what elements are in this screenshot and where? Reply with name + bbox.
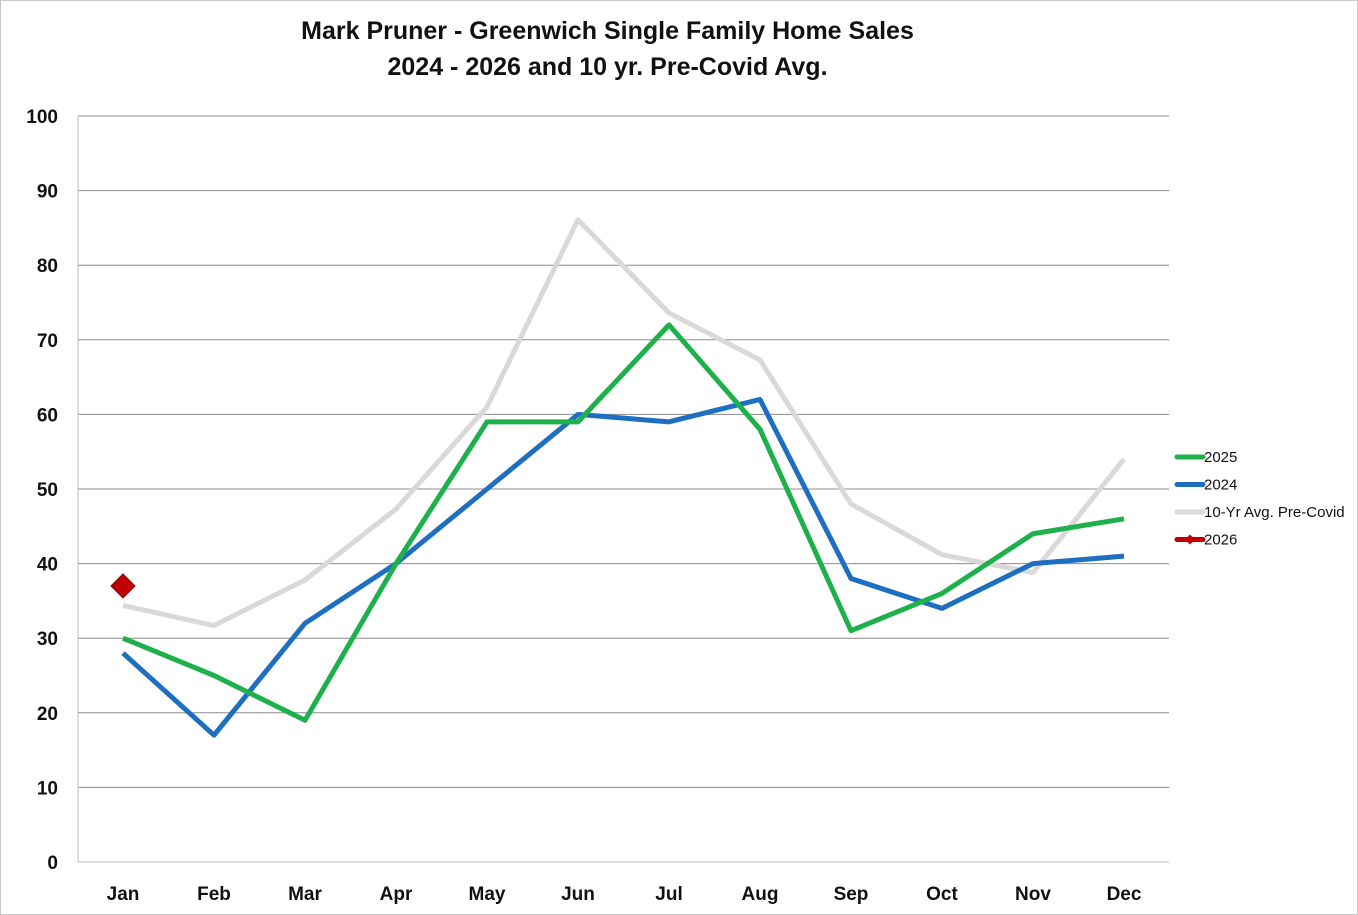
x-tick-label: Sep	[834, 884, 869, 905]
x-tick-label: Nov	[1015, 884, 1051, 905]
series-line-10-yr-avg-pre-covid	[122, 217, 1126, 629]
x-tick-label: May	[469, 884, 506, 905]
y-tick-label: 10	[37, 778, 58, 799]
y-tick-label: 40	[37, 555, 58, 576]
x-tick-label: Oct	[926, 884, 958, 905]
y-tick-label: 20	[37, 704, 58, 725]
y-tick-label: 90	[37, 182, 58, 203]
x-tick-label: Mar	[288, 884, 322, 905]
legend-marker	[1185, 534, 1195, 545]
x-tick-label: Dec	[1107, 884, 1142, 905]
legend-label: 2026	[1204, 532, 1237, 549]
y-tick-label: 50	[37, 480, 58, 501]
series-line-2025	[122, 322, 1125, 723]
series-line-2024	[121, 396, 1125, 738]
chart-subtitle: 2024 - 2026 and 10 yr. Pre-Covid Avg.	[387, 53, 828, 81]
legend-label: 2025	[1204, 449, 1237, 466]
y-tick-label: 100	[26, 107, 58, 128]
y-tick-label: 60	[37, 405, 58, 426]
x-tick-label: Apr	[380, 884, 413, 905]
x-tick-label: Jul	[655, 884, 682, 905]
data-point-marker	[110, 573, 136, 599]
x-tick-label: Aug	[742, 884, 779, 905]
legend-label: 2024	[1204, 477, 1237, 494]
x-tick-label: Jun	[561, 884, 595, 905]
y-tick-label: 0	[47, 853, 58, 874]
y-tick-label: 30	[37, 629, 58, 650]
y-tick-label: 80	[37, 256, 58, 277]
y-tick-label: 70	[37, 331, 58, 352]
chart-title: Mark Pruner - Greenwich Single Family Ho…	[301, 17, 914, 45]
x-tick-label: Feb	[197, 884, 231, 905]
x-tick-label: Jan	[107, 884, 140, 905]
legend-label: 10-Yr Avg. Pre-Covid	[1204, 504, 1345, 521]
